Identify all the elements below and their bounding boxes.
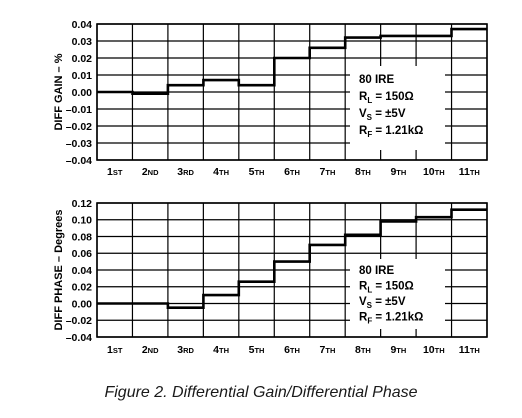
- x-tick-label: 9TH: [390, 344, 406, 356]
- series-line: [97, 27, 487, 95]
- x-tick-label: 6TH: [284, 166, 300, 178]
- x-tick-label: 1ST: [107, 344, 123, 356]
- y-tick-label: 0.01: [72, 70, 93, 82]
- annotation-line: 80 IRE: [359, 74, 394, 86]
- x-tick-label: 4TH: [213, 344, 229, 356]
- y-tick-label: –0.02: [66, 121, 92, 133]
- y-tick-label: 0.08: [72, 231, 93, 243]
- x-tick-label: 2ND: [142, 344, 159, 356]
- x-tick-label: 6TH: [284, 344, 300, 356]
- y-tick-label: –0.04: [66, 332, 92, 344]
- figure-caption: Figure 2. Differential Gain/Differential…: [104, 384, 418, 401]
- x-tick-label: 7TH: [320, 166, 336, 178]
- y-tick-label: –0.03: [66, 138, 92, 150]
- x-tick-label: 9TH: [390, 166, 406, 178]
- annotation-line: RF = 1.21kΩ: [359, 125, 423, 139]
- x-tick-label: 4TH: [213, 166, 229, 178]
- y-axis-label: DIFF PHASE – Degrees: [53, 209, 65, 330]
- x-tick-label: 7TH: [320, 344, 336, 356]
- x-tick-label: 8TH: [355, 166, 371, 178]
- x-tick-label: 10TH: [423, 166, 445, 178]
- diff-phase-chart: 0.12 0.10 0.08 0.06 0.04 0.02 0.00 –0.02 –0.04 1S…: [53, 198, 488, 356]
- annotation-line: VS = ±5V: [359, 296, 406, 310]
- x-tick-label: 8TH: [355, 344, 371, 356]
- annotation-box: [350, 259, 445, 329]
- x-tick-label: 11TH: [459, 344, 480, 356]
- series-line: [97, 208, 487, 309]
- x-tick-label: 2ND: [142, 166, 159, 178]
- y-tick-label: 0.04: [72, 19, 93, 31]
- diff-gain-chart: 0.04 0.03 0.02 0.01 0.00 –0.01 –0.02 –0.03 –0.04…: [53, 19, 488, 178]
- x-tick-label: 5TH: [249, 344, 265, 356]
- x-tick-label: 3RD: [177, 166, 194, 178]
- y-tick-label: 0.06: [72, 248, 93, 260]
- y-tick-label: –0.01: [66, 104, 92, 116]
- y-tick-label: 0.10: [72, 215, 93, 227]
- x-tick-label: 1ST: [107, 166, 123, 178]
- y-tick-label: 0.12: [72, 198, 93, 210]
- x-tick-label: 11TH: [459, 166, 480, 178]
- annotation-box: [350, 66, 445, 150]
- y-tick-label: 0.00: [72, 87, 93, 99]
- y-tick-label: 0.02: [72, 53, 93, 65]
- annotation-line: 80 IRE: [359, 265, 394, 277]
- y-tick-label: 0.03: [72, 36, 93, 48]
- y-tick-label: 0.04: [72, 265, 93, 277]
- x-tick-label: 3RD: [177, 344, 194, 356]
- annotation-line: RF = 1.21kΩ: [359, 312, 423, 326]
- plot-frame: [96, 202, 488, 338]
- y-tick-label: 0.00: [72, 298, 93, 310]
- x-tick-label: 5TH: [249, 166, 265, 178]
- y-tick-label: 0.02: [72, 282, 93, 294]
- annotation-line: VS = ±5V: [359, 108, 406, 122]
- y-tick-label: –0.04: [66, 155, 92, 167]
- y-axis-label: DIFF GAIN – %: [53, 53, 65, 130]
- x-tick-label: 10TH: [423, 344, 445, 356]
- y-tick-label: –0.02: [66, 315, 92, 327]
- annotation-line: RL = 150Ω: [359, 281, 414, 295]
- annotation-line: RL = 150Ω: [359, 91, 414, 105]
